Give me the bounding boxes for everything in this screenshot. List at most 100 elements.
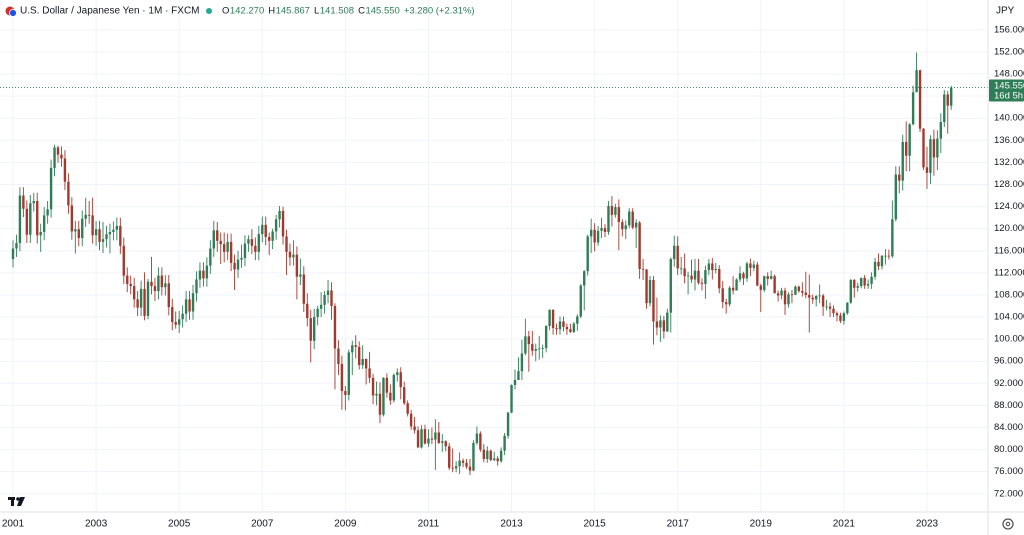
candle-body [115,225,119,230]
candle-body [132,286,136,300]
candle-body [240,257,243,260]
candle-body [673,245,676,260]
candle-body [87,214,91,216]
candle-body [60,154,63,159]
candle-body [731,287,735,291]
candle-body [326,290,330,295]
candle-body [700,282,704,284]
candle-body [510,384,513,413]
x-tick-label: 2009 [334,519,357,530]
candle-body [628,211,631,226]
y-tick-label: 96.000 [994,356,1023,367]
candle-body [738,273,742,280]
y-tick-label: 100.000 [994,334,1024,345]
candle-body [441,441,444,443]
x-tick-label: 2005 [168,519,191,530]
candle-body [814,296,818,300]
candle-body [184,299,188,314]
candle-body [112,229,115,232]
y-tick-label: 84.000 [994,422,1023,433]
candle-body [250,239,254,246]
candle-body [496,458,499,462]
candle-body [621,222,624,230]
candle-body [448,446,451,468]
candle-body [513,379,517,385]
candle-body [538,348,541,350]
candle-body [939,122,943,139]
candle-body [541,347,544,349]
candle-body [763,276,766,290]
candle-body [842,313,846,321]
candle-body [918,70,922,129]
x-tick-label: 2019 [750,519,773,530]
candle-body [129,283,132,287]
candle-body [527,336,531,345]
candle-body [77,229,80,239]
candle-body [195,279,198,294]
candle-body [91,215,94,236]
candle-body [884,255,887,257]
candle-body [946,94,949,106]
candle-body [174,322,177,325]
candle-body [361,359,364,366]
candle-body [863,277,866,286]
tradingview-logo[interactable] [8,497,25,506]
logo-shape [16,497,20,501]
candle-body [655,321,659,328]
candle-body [340,363,344,392]
candle-body [638,222,641,269]
candle-body [808,294,811,298]
candle-body [524,336,527,354]
candle-body [718,268,721,289]
candle-body [261,224,264,235]
candle-body [686,275,690,277]
x-tick-label: 2003 [85,519,108,530]
candle-body [312,317,316,341]
candle-body [330,290,333,306]
candle-body [787,294,790,305]
candle-body [558,321,562,330]
candle-body [150,281,153,287]
countdown-label: 16d 5h [994,91,1023,102]
currency-label[interactable]: JPY [996,6,1015,17]
candle-body [641,268,645,270]
candle-body [18,195,22,244]
flag-icon [9,9,17,17]
candle-body [302,274,306,304]
x-tick-label: 2023 [916,519,939,530]
market-status-dot[interactable] [206,8,212,14]
candle-body [101,239,105,242]
x-tick-label: 2015 [583,519,606,530]
candle-body [413,426,416,431]
x-tick-label: 2011 [418,519,440,530]
candle-body [679,268,683,270]
candle-body [697,270,700,283]
candle-body [915,70,918,93]
last-price-label: 145.550 [994,81,1024,92]
candle-body [922,128,925,168]
candle-body [81,218,84,239]
candle-body [908,124,911,156]
candle-body [309,318,312,341]
candle-body [728,287,731,305]
y-tick-label: 108.000 [994,289,1024,300]
candle-body [105,234,108,240]
candle-body [347,352,351,395]
candle-body [216,230,219,241]
readout-value: 145.550 [365,6,399,17]
candle-body [870,276,873,284]
candle-body [898,174,901,181]
candle-body [780,290,783,296]
candle-body [281,210,285,237]
candle-body [337,348,340,364]
settings-button[interactable] [1002,518,1014,530]
candle-body [704,270,707,284]
candle-body [354,345,357,347]
candle-body [835,313,839,316]
candle-body [891,219,894,257]
x-tick-label: 2021 [833,519,856,530]
readout-value: 141.508 [320,6,354,17]
candle-body [911,92,915,125]
last-price-box [989,79,1024,102]
